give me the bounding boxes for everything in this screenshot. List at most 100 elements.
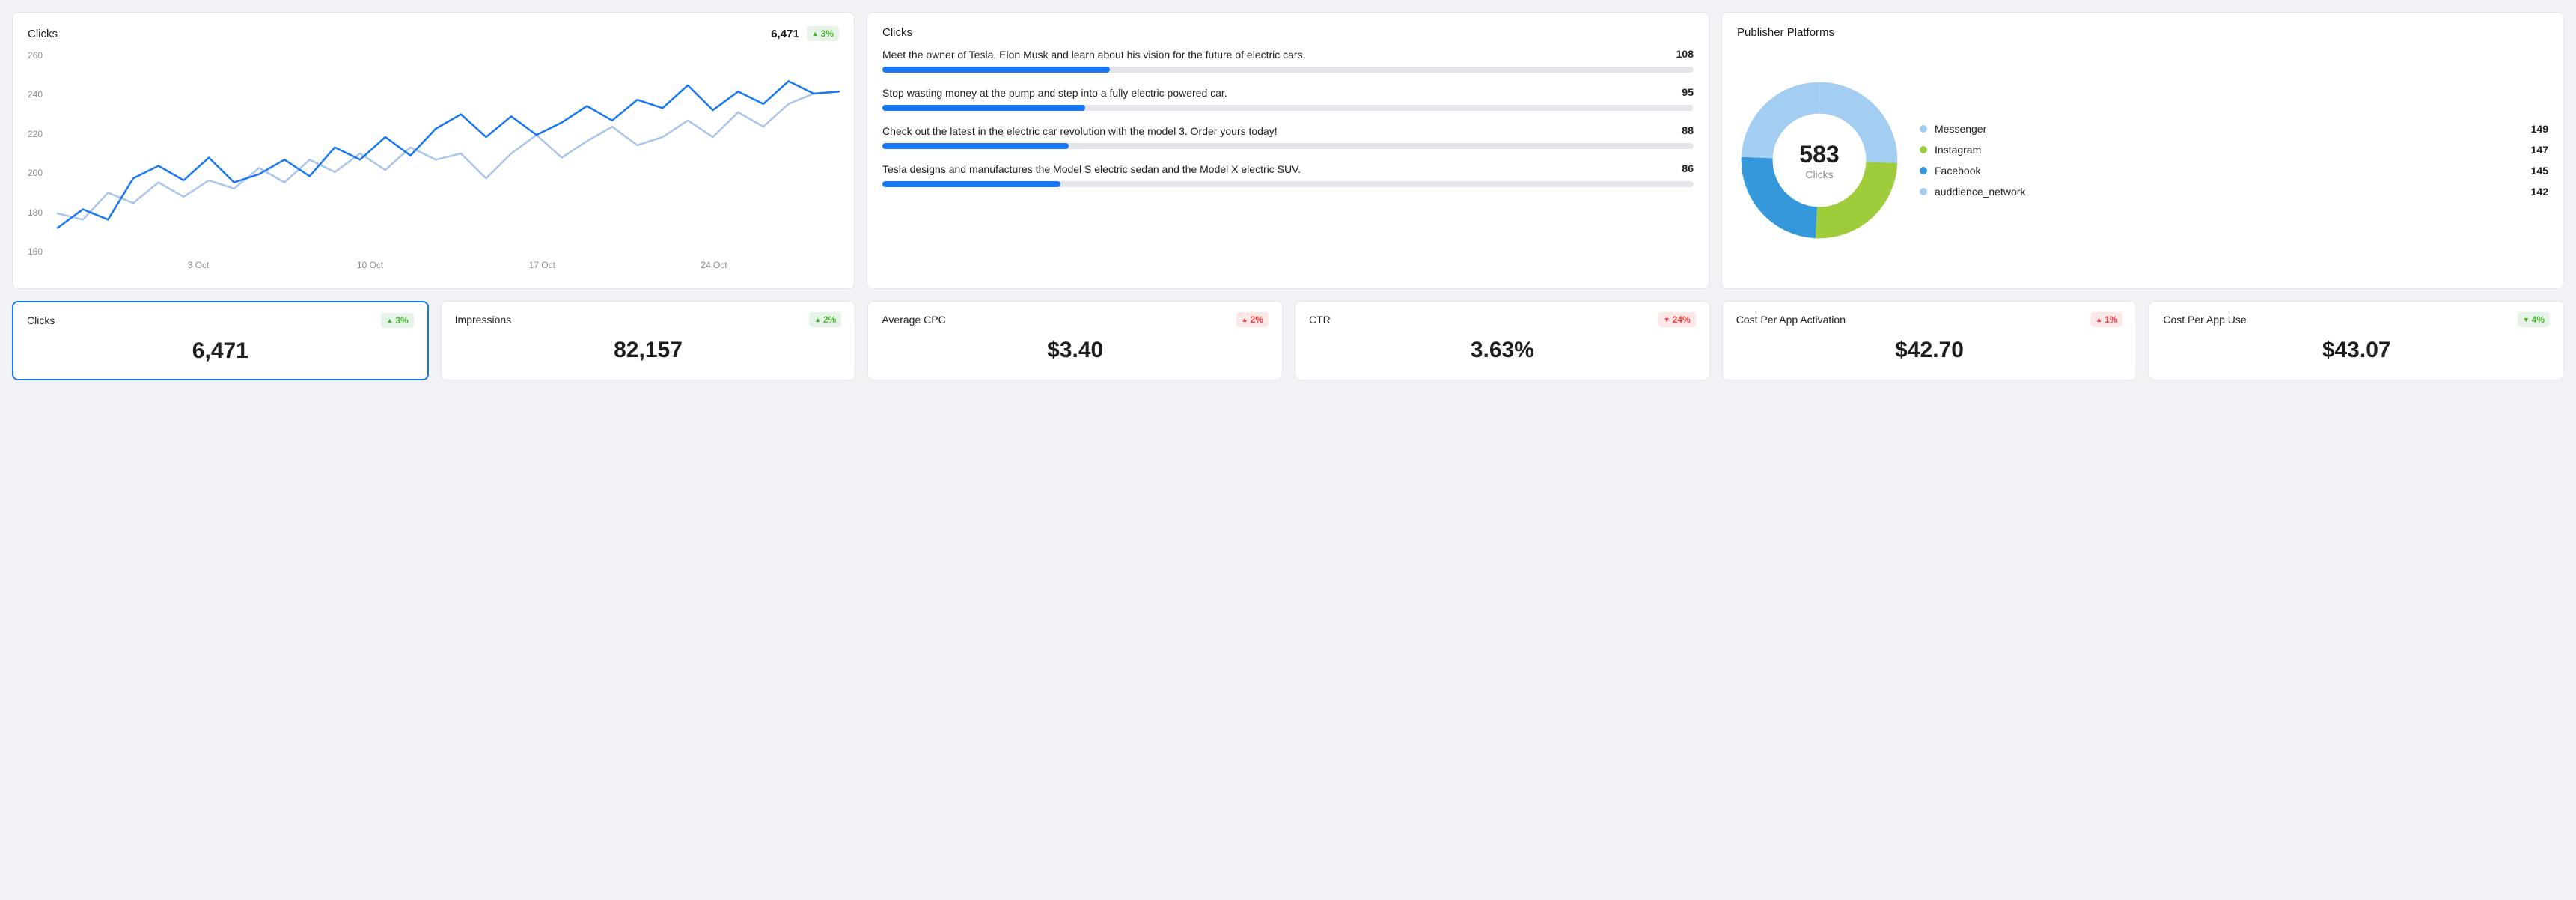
caret-up-icon: ▲ — [814, 316, 821, 323]
change-badge: ▼24% — [1658, 312, 1696, 327]
y-tick: 180 — [28, 207, 55, 218]
metric-top: CTR ▼24% — [1309, 312, 1696, 327]
donut-legend: Messenger 149 Instagram 147 Facebook 145 auddi… — [1920, 118, 2548, 202]
clicks-total: 6,471 — [771, 28, 799, 40]
bar-text: Meet the owner of Tesla, Elon Musk and l… — [882, 48, 1305, 62]
card-title: Publisher Platforms — [1737, 26, 1834, 39]
caret-up-icon: ▲ — [386, 317, 393, 324]
metric-top: Cost Per App Use▼4% — [2163, 312, 2550, 327]
legend-dot-icon — [1920, 146, 1927, 153]
legend-name: auddience_network — [1935, 186, 2025, 198]
legend-dot-icon — [1920, 188, 1927, 195]
legend-left: Facebook — [1920, 165, 1980, 177]
legend-item[interactable]: auddience_network 142 — [1920, 181, 2548, 202]
metric-value: 3.63% — [1309, 338, 1696, 363]
caret-down-icon: ▼ — [2523, 316, 2530, 323]
clicks-chart-card: Clicks 6,471 ▲3% 260240220200180160 3 Oc… — [12, 12, 855, 289]
badge-text: 24% — [1673, 314, 1691, 325]
card-header: Publisher Platforms — [1737, 26, 2548, 39]
metric-title: CTR — [1309, 314, 1331, 326]
legend-value: 149 — [2531, 123, 2548, 135]
badge-text: 2% — [1251, 314, 1263, 325]
x-tick: 17 Oct — [529, 260, 555, 270]
y-tick: 260 — [28, 50, 55, 61]
bar-text-row: Stop wasting money at the pump and step … — [882, 86, 1694, 100]
change-badge: ▲3% — [807, 26, 839, 41]
legend-item[interactable]: Messenger 149 — [1920, 118, 2548, 139]
badge-text: 2% — [823, 314, 836, 325]
metrics-row: Clicks▲3%6,471Impressions▲2%82,157Averag… — [12, 301, 2564, 380]
bar-item[interactable]: Check out the latest in the electric car… — [882, 124, 1694, 149]
caret-up-icon: ▲ — [1242, 316, 1248, 323]
x-axis: 3 Oct10 Oct17 Oct24 Oct — [58, 260, 839, 275]
bar-item[interactable]: Meet the owner of Tesla, Elon Musk and l… — [882, 48, 1694, 73]
legend-value: 145 — [2531, 165, 2548, 177]
change-badge: ▲1% — [2090, 312, 2122, 327]
change-badge: ▼4% — [2518, 312, 2550, 327]
donut-center: 583 Clicks — [1737, 78, 1902, 243]
metric-value: 82,157 — [455, 338, 842, 363]
bar-track — [882, 181, 1694, 187]
legend-value: 147 — [2531, 144, 2548, 156]
line-series-previous — [58, 91, 839, 219]
bar-value: 95 — [1682, 86, 1694, 98]
header-right: 6,471 ▲3% — [771, 26, 839, 41]
metric-value: $42.70 — [1736, 338, 2123, 363]
metric-card[interactable]: Impressions ▲2% 82,157 — [441, 301, 856, 380]
chart-body: 260240220200180160 3 Oct10 Oct17 Oct24 O… — [28, 50, 839, 275]
caret-up-icon: ▲ — [812, 30, 819, 37]
card-title: Clicks — [882, 26, 912, 39]
legend-name: Facebook — [1935, 165, 1980, 177]
metric-value: $3.40 — [882, 338, 1269, 363]
badge-text: 1% — [2105, 314, 2117, 325]
metric-card[interactable]: Cost Per App Use▼4% $43.07 — [2149, 301, 2564, 380]
legend-left: auddience_network — [1920, 186, 2025, 198]
caret-up-icon: ▲ — [2096, 316, 2102, 323]
y-axis: 260240220200180160 — [28, 50, 55, 257]
legend-value: 142 — [2531, 186, 2548, 198]
top-row: Clicks 6,471 ▲3% 260240220200180160 3 Oc… — [12, 12, 2564, 289]
bar-track — [882, 67, 1694, 73]
metric-title: Impressions — [455, 314, 511, 326]
legend-name: Instagram — [1935, 144, 1981, 156]
bar-item[interactable]: Stop wasting money at the pump and step … — [882, 86, 1694, 111]
clicks-bars-card: Clicks Meet the owner of Tesla, Elon Mus… — [867, 12, 1709, 289]
metric-card[interactable]: Average CPC ▲2% $3.40 — [867, 301, 1283, 380]
bar-track — [882, 143, 1694, 149]
donut-center-value: 583 — [1799, 141, 1839, 168]
bar-track — [882, 105, 1694, 111]
legend-left: Instagram — [1920, 144, 1981, 156]
metric-card[interactable]: Cost Per App Activation▲1% $42.70 — [1722, 301, 2137, 380]
y-tick: 200 — [28, 168, 55, 178]
metric-card[interactable]: CTR ▼24% 3.63% — [1295, 301, 1710, 380]
metric-top: Cost Per App Activation▲1% — [1736, 312, 2123, 327]
legend-item[interactable]: Instagram 147 — [1920, 139, 2548, 160]
change-badge: ▲2% — [809, 312, 841, 327]
legend-dot-icon — [1920, 167, 1927, 174]
card-header: Clicks 6,471 ▲3% — [28, 26, 839, 41]
caret-down-icon: ▼ — [1664, 316, 1670, 323]
change-badge: ▲3% — [381, 313, 413, 328]
bar-fill — [882, 143, 1069, 149]
metric-top: Clicks ▲3% — [27, 313, 414, 328]
metric-title: Clicks — [27, 314, 55, 326]
metric-title: Average CPC — [882, 314, 945, 326]
legend-dot-icon — [1920, 125, 1927, 133]
bar-fill — [882, 181, 1060, 187]
metric-value: $43.07 — [2163, 338, 2550, 363]
bar-fill — [882, 67, 1110, 73]
bar-fill — [882, 105, 1085, 111]
x-tick: 10 Oct — [357, 260, 383, 270]
bars-body: Meet the owner of Tesla, Elon Musk and l… — [882, 48, 1694, 187]
plot-area — [58, 50, 839, 257]
badge-text: 3% — [821, 28, 834, 39]
donut-wrap: 583 Clicks — [1737, 78, 1902, 243]
bar-value: 86 — [1682, 162, 1694, 174]
metric-card[interactable]: Clicks▲3%6,471 — [12, 301, 429, 380]
bar-item[interactable]: Tesla designs and manufactures the Model… — [882, 162, 1694, 187]
legend-name: Messenger — [1935, 123, 1986, 135]
x-tick: 24 Oct — [701, 260, 727, 270]
legend-item[interactable]: Facebook 145 — [1920, 160, 2548, 181]
y-tick: 240 — [28, 89, 55, 100]
y-tick: 220 — [28, 129, 55, 139]
